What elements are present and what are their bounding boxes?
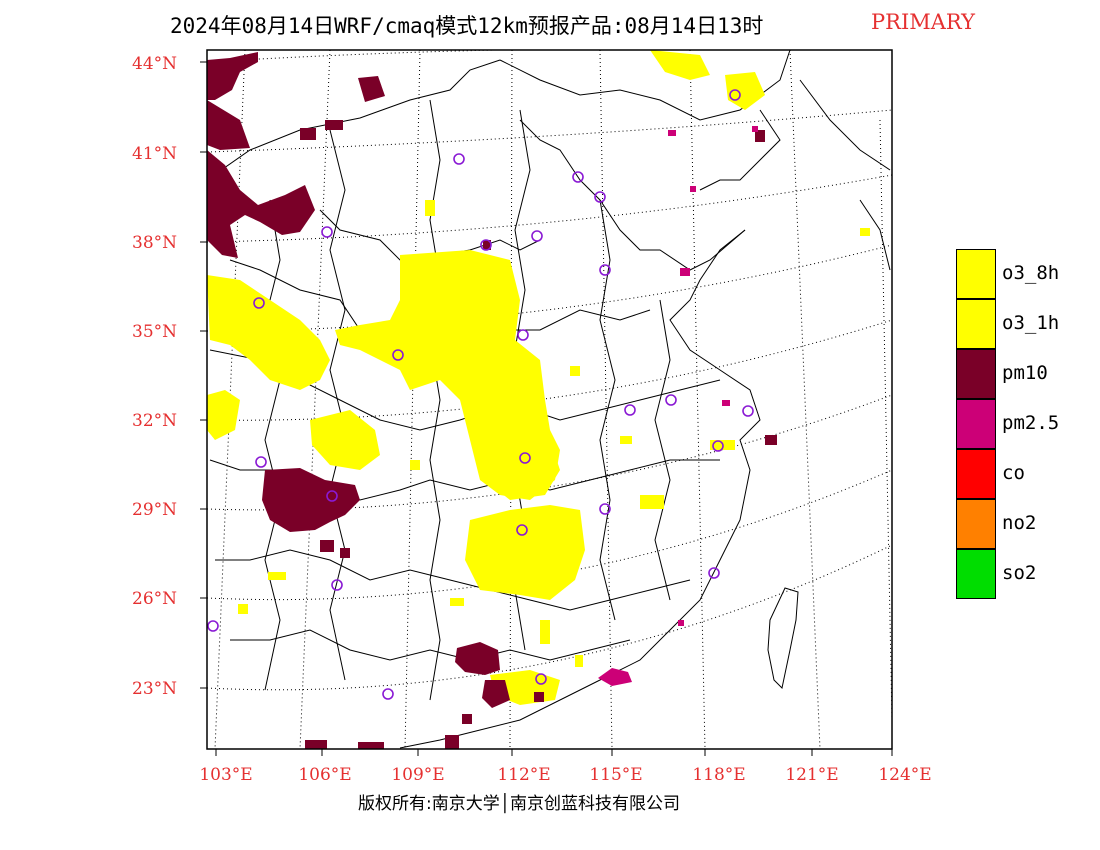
lat-label-23: 23°N — [132, 679, 178, 699]
legend-swatch — [956, 399, 996, 449]
graticule — [207, 50, 892, 749]
lat-label-26: 26°N — [132, 589, 178, 609]
legend-swatch — [956, 449, 996, 499]
map-border — [206, 49, 893, 750]
legend-label: pm10 — [1002, 362, 1048, 384]
pm10-areas — [207, 52, 777, 749]
legend-item-no2: no2 — [956, 499, 1086, 549]
legend-item-pm10: pm10 — [956, 349, 1086, 399]
lat-label-44: 44°N — [132, 54, 178, 74]
axis-ticks — [200, 61, 893, 756]
legend-item-o3-1h: o3_1h — [956, 299, 1086, 349]
o3-areas — [207, 50, 870, 705]
city-marker — [331, 579, 343, 591]
lon-label-109: 109°E — [391, 765, 445, 785]
lon-label-103: 103°E — [199, 765, 253, 785]
lat-label-35: 35°N — [132, 322, 178, 342]
legend-label: o3_1h — [1002, 312, 1060, 334]
city-marker — [742, 405, 754, 417]
legend-item-pm25: pm2.5 — [956, 399, 1086, 449]
city-marker — [453, 153, 465, 165]
city-marker — [729, 89, 741, 101]
lon-label-112: 112°E — [497, 765, 551, 785]
lat-label-29: 29°N — [132, 500, 178, 520]
legend-label: so2 — [1002, 562, 1037, 584]
city-marker — [535, 673, 547, 685]
pm25-areas — [598, 126, 758, 686]
legend-label: o3_8h — [1002, 262, 1060, 284]
lon-label-124: 124°E — [878, 765, 932, 785]
city-marker — [624, 404, 636, 416]
legend-item-co: co — [956, 449, 1086, 499]
legend-item-so2: so2 — [956, 549, 1086, 599]
legend-label: co — [1002, 462, 1025, 484]
map-title: 2024年08月14日WRF/cmaq模式12km预报产品:08月14日13时 — [170, 14, 764, 38]
city-markers — [207, 89, 754, 700]
legend-swatch — [956, 499, 996, 549]
lat-label-38: 38°N — [132, 233, 178, 253]
legend-swatch — [956, 349, 996, 399]
city-marker — [531, 230, 543, 242]
city-marker — [665, 394, 677, 406]
city-marker — [572, 171, 584, 183]
city-marker — [517, 329, 529, 341]
legend-label: no2 — [1002, 512, 1037, 534]
taiwan-outline — [767, 587, 799, 690]
city-marker — [253, 297, 265, 309]
city-marker — [382, 688, 394, 700]
legend-swatch — [956, 299, 996, 349]
city-marker — [594, 191, 606, 203]
city-marker — [516, 524, 528, 536]
city-marker — [255, 456, 267, 468]
city-marker — [599, 264, 611, 276]
city-marker — [519, 452, 531, 464]
city-marker — [480, 239, 492, 251]
legend: o3_8h o3_1h pm10 pm2.5 co no2 so2 — [956, 249, 1086, 599]
lon-label-121: 121°E — [785, 765, 839, 785]
lon-label-106: 106°E — [298, 765, 352, 785]
lon-label-118: 118°E — [692, 765, 746, 785]
pollutant-tag: PRIMARY — [871, 10, 975, 34]
lat-label-32: 32°N — [132, 411, 178, 431]
legend-label: pm2.5 — [1002, 412, 1060, 434]
city-marker — [326, 490, 338, 502]
city-marker — [599, 503, 611, 515]
city-marker — [712, 440, 724, 452]
city-marker — [321, 226, 333, 238]
legend-swatch — [956, 549, 996, 599]
legend-item-o3-8h: o3_8h — [956, 249, 1086, 299]
lat-label-41: 41°N — [132, 144, 178, 164]
city-marker — [708, 567, 720, 579]
city-marker — [207, 620, 219, 632]
city-marker — [392, 349, 404, 361]
legend-swatch — [956, 249, 996, 299]
copyright-text: 版权所有:南京大学│南京创蓝科技有限公司 — [358, 794, 680, 814]
lon-label-115: 115°E — [589, 765, 643, 785]
